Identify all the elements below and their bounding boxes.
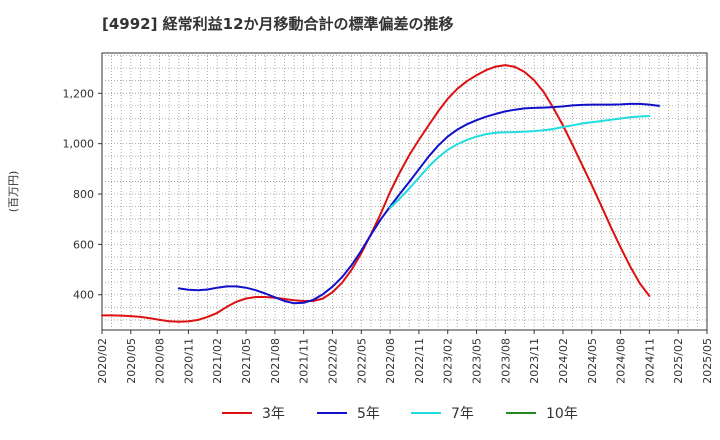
series-layer — [101, 64, 660, 323]
y-tick-label: 600 — [73, 238, 94, 251]
x-tick-label: 2025/05 — [701, 338, 714, 384]
y-tick-label: 800 — [73, 188, 94, 201]
x-tick-label: 2023/08 — [499, 338, 512, 384]
x-tick-label: 2020/02 — [96, 338, 109, 384]
x-tick-label: 2021/02 — [211, 338, 224, 384]
series-line-3 — [389, 115, 651, 209]
x-tick-label: 2022/08 — [384, 338, 397, 384]
x-tick-label: 2020/11 — [182, 338, 195, 384]
x-tick-label: 2022/02 — [326, 338, 339, 384]
x-tick-label: 2020/08 — [154, 338, 167, 384]
x-tick-label: 2023/11 — [528, 338, 541, 384]
x-tick-label: 2024/11 — [643, 338, 656, 384]
x-tick-label: 2024/05 — [586, 338, 599, 384]
x-tick-label: 2021/08 — [269, 338, 282, 384]
x-axis: 2020/02 2020/05 2020/08 2020/11 2021/02 2021/… — [96, 330, 714, 384]
legend-label: 7年 — [451, 406, 474, 422]
series-line-1 — [101, 64, 651, 323]
legend-label: 5年 — [357, 406, 380, 422]
x-tick-label: 2022/11 — [413, 338, 426, 384]
x-tick-label: 2021/11 — [298, 338, 311, 384]
series-line-2 — [177, 102, 660, 305]
x-tick-label: 2021/05 — [240, 338, 253, 384]
y-axis-title: (百万円) — [7, 171, 20, 213]
x-tick-label: 2024/08 — [615, 338, 628, 384]
plot-area — [101, 52, 708, 331]
grid — [102, 53, 707, 330]
y-tick-label: 400 — [73, 289, 94, 302]
x-tick-label: 2025/02 — [672, 338, 685, 384]
legend: 3年 5年 7年 10年 — [222, 406, 578, 422]
legend-label: 3年 — [262, 406, 285, 422]
x-tick-label: 2023/02 — [442, 338, 455, 384]
y-tick-label: 1,200 — [63, 87, 95, 100]
legend-label: 10年 — [546, 406, 578, 422]
x-tick-label: 2023/05 — [471, 338, 484, 384]
x-tick-label: 2020/05 — [125, 338, 138, 384]
y-tick-label: 1,000 — [63, 138, 95, 151]
chart-title: [4992] 経常利益12か月移動合計の標準偏差の推移 — [102, 15, 454, 33]
y-axis: 400 600 800 1,000 1,200 — [63, 87, 102, 302]
x-tick-label: 2022/05 — [355, 338, 368, 384]
x-tick-label: 2024/02 — [557, 338, 570, 384]
